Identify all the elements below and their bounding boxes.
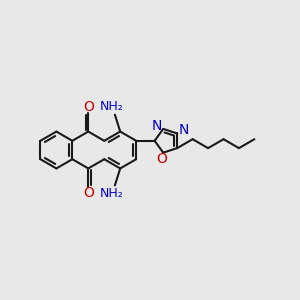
Text: N: N <box>152 119 162 133</box>
Text: NH₂: NH₂ <box>99 187 123 200</box>
Text: O: O <box>156 152 167 167</box>
Text: NH₂: NH₂ <box>99 100 123 113</box>
Text: O: O <box>83 100 94 114</box>
Text: N: N <box>178 124 189 137</box>
Text: O: O <box>83 186 94 200</box>
